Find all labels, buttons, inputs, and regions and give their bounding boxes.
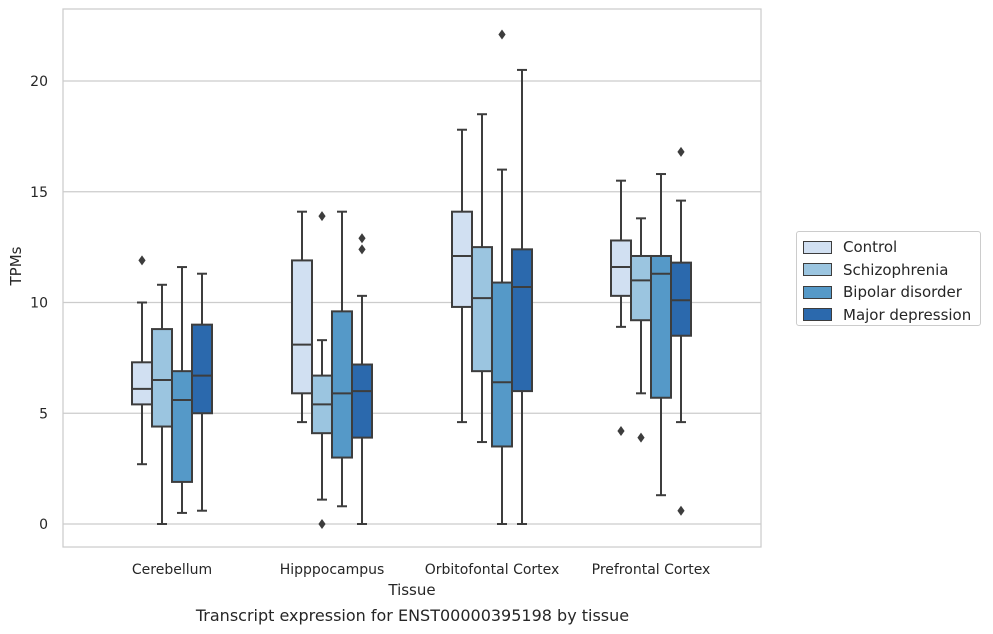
box-iqr — [331, 310, 353, 459]
x-tick-label: Orbitofontal Cortex — [425, 562, 560, 578]
outlier-point — [318, 519, 326, 529]
y-tick-label: 10 — [30, 296, 48, 312]
outlier-point — [318, 211, 326, 222]
legend-item: Bipolar disorder — [803, 281, 974, 304]
box-element — [650, 173, 672, 497]
y-axis-ticks: 0 5 10 15 20 — [30, 74, 48, 533]
box-element — [191, 272, 213, 512]
box-element — [610, 179, 632, 436]
box-iqr — [151, 328, 173, 428]
box-iqr — [610, 239, 632, 297]
box-iqr — [511, 248, 533, 393]
legend-swatch — [803, 240, 832, 254]
box-iqr — [650, 254, 672, 399]
figure-caption: Transcript expression for ENST0000039519… — [195, 606, 630, 625]
legend-swatch — [803, 308, 832, 322]
legend-item: Major depression — [803, 304, 974, 327]
x-tick-label: Prefrontal Cortex — [592, 562, 711, 578]
box-element — [131, 255, 153, 466]
series-schizophrenia — [151, 113, 652, 529]
box-iqr — [171, 370, 193, 483]
y-tick-label: 20 — [30, 74, 48, 90]
box-element — [670, 146, 692, 516]
box-iqr — [191, 323, 213, 415]
outlier-point — [677, 505, 685, 516]
plot-frame — [62, 8, 762, 548]
outlier-point — [358, 233, 366, 244]
box-iqr — [471, 246, 493, 373]
box-plot-series — [131, 29, 692, 529]
outlier-point — [617, 425, 625, 436]
box-element — [331, 210, 353, 508]
x-axis-ticks: Cerebellum Hipppocampus Orbitofontal Corte… — [132, 562, 710, 578]
outlier-point — [358, 244, 366, 255]
box-element — [511, 68, 533, 525]
outlier-point — [637, 432, 645, 443]
box-element — [311, 211, 333, 529]
x-axis-label: Tissue — [387, 581, 435, 599]
box-iqr — [351, 363, 373, 439]
outlier-point — [677, 146, 685, 157]
y-tick-label: 5 — [39, 406, 48, 422]
box-element — [630, 217, 652, 443]
y-tick-label: 15 — [30, 185, 48, 201]
y-axis-label: TPMs — [7, 246, 25, 286]
box-iqr — [670, 261, 692, 337]
box-iqr — [630, 254, 652, 322]
box-element — [291, 210, 313, 424]
box-element — [151, 283, 173, 525]
series-bipolar-disorder — [171, 29, 672, 525]
legend-label: Major depression — [843, 305, 972, 324]
box-element — [471, 113, 493, 444]
legend-item: Schizophrenia — [803, 259, 974, 282]
box-element — [171, 266, 193, 514]
legend-label: Bipolar disorder — [843, 283, 962, 302]
x-tick-label: Cerebellum — [132, 562, 212, 578]
legend: Control Schizophrenia Bipolar disorder Majo… — [796, 231, 981, 326]
box-iqr — [451, 210, 473, 308]
legend-swatch — [803, 285, 832, 299]
outlier-point — [138, 255, 146, 266]
series-major-depression — [191, 68, 692, 525]
box-element — [491, 29, 513, 525]
x-tick-label: Hipppocampus — [280, 562, 385, 578]
legend-label: Schizophrenia — [843, 260, 949, 279]
y-tick-label: 0 — [39, 517, 48, 533]
box-element — [451, 128, 473, 424]
box-element — [351, 233, 373, 525]
box-iqr — [291, 259, 313, 395]
legend-item: Control — [803, 236, 974, 259]
outlier-point — [498, 29, 506, 40]
box-iqr — [131, 361, 153, 406]
legend-swatch — [803, 263, 832, 277]
box-iqr — [491, 281, 513, 448]
legend-label: Control — [843, 238, 898, 257]
